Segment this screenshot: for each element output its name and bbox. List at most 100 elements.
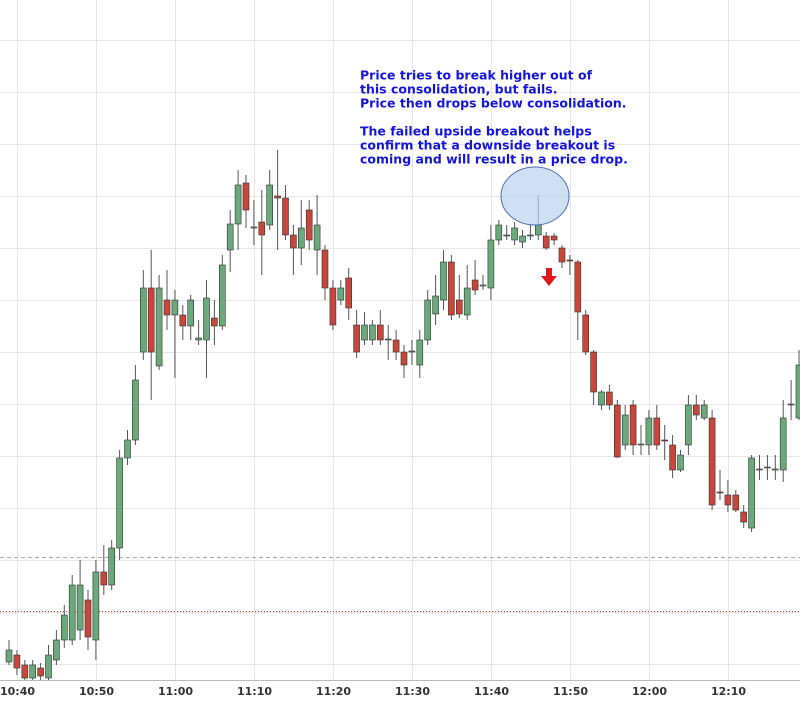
candle-body [479, 284, 487, 287]
candle-body [76, 584, 84, 631]
candle-body [645, 417, 653, 446]
candle-body [566, 259, 574, 262]
candle-body [708, 417, 716, 506]
candles [5, 150, 800, 680]
candle-body [211, 317, 218, 327]
grid [0, 0, 800, 680]
candle-body [242, 182, 250, 211]
candle-body [637, 443, 645, 446]
candle-body [653, 417, 661, 446]
x-tick-label: 11:40 [474, 685, 509, 698]
candle-body [432, 295, 439, 315]
candle-body [463, 287, 471, 316]
candle-body [416, 339, 424, 366]
down-arrow [541, 268, 557, 286]
candle-body [748, 457, 755, 529]
candle-body [574, 261, 582, 313]
candle-body [282, 197, 289, 236]
x-tick-label: 11:50 [553, 685, 588, 698]
candle-body [21, 664, 29, 679]
candle-body [471, 279, 479, 291]
candle-body [400, 351, 408, 366]
candle-body [353, 324, 360, 353]
candle-body [527, 234, 534, 237]
x-tick-label: 11:20 [316, 685, 351, 698]
annotation-line: Price tries to break higher out of [360, 68, 593, 83]
candle-body [424, 299, 432, 341]
candle-body [542, 235, 550, 249]
candle-body [361, 324, 368, 341]
candle-body [297, 227, 305, 249]
candle-body [337, 287, 345, 301]
candle-body [613, 404, 621, 458]
candle-body [329, 287, 337, 326]
candle-body [692, 404, 700, 416]
candle-body [590, 351, 597, 393]
x-tick-label: 12:00 [632, 685, 667, 698]
candle-body [45, 654, 52, 679]
candle-body [685, 404, 692, 446]
candle-body [629, 404, 637, 446]
candle-body [669, 444, 676, 471]
candle-body [724, 494, 732, 506]
candle-body [84, 599, 92, 638]
candle-body [124, 439, 131, 459]
candle-body [771, 468, 779, 471]
candle-body [779, 417, 787, 471]
candle-body [392, 339, 400, 353]
highlight-ellipse [500, 166, 570, 226]
candle-body [376, 324, 384, 341]
candle-body [187, 299, 194, 327]
candle-body [116, 457, 123, 549]
candle-body [60, 614, 68, 641]
candle-body [274, 195, 281, 199]
candle-body [100, 571, 108, 586]
candle-body [519, 235, 526, 243]
candle-body [677, 454, 684, 471]
annotation-line: confirm that a downside breakout is [360, 138, 615, 153]
candle-body [764, 466, 771, 469]
candle-body [732, 494, 740, 511]
candle-body [534, 224, 542, 236]
candle-body [384, 338, 392, 341]
candle-body [132, 379, 139, 441]
x-tick-label: 11:10 [237, 685, 272, 698]
candle-body [179, 314, 187, 327]
candle-body [756, 468, 763, 471]
candle-body [440, 261, 447, 301]
candle-body [740, 511, 748, 523]
candle-body [234, 184, 242, 225]
candle-body [203, 297, 210, 341]
candle-body [313, 224, 321, 251]
annotation-line: Price then drops below consolidation. [360, 96, 626, 111]
candle-body [700, 404, 708, 419]
candle-body [53, 639, 60, 661]
candle-body [155, 287, 163, 367]
candle-body [163, 299, 171, 316]
candle-body [29, 664, 37, 679]
candle-body [582, 314, 590, 353]
candle-body [487, 239, 495, 289]
candle-body [5, 649, 13, 663]
candle-body [606, 391, 613, 406]
x-tick-label: 12:10 [711, 685, 746, 698]
candle-body [250, 226, 258, 229]
annotation-line: coming and will result in a price drop. [360, 152, 628, 167]
x-tick-label: 10:50 [79, 685, 114, 698]
candle-body [369, 324, 376, 341]
candle-body [305, 209, 313, 241]
x-tick-label: 11:30 [395, 685, 430, 698]
candle-body [448, 261, 455, 316]
candle-body [171, 299, 179, 316]
candle-body [219, 264, 226, 327]
x-tick-label: 11:00 [158, 685, 193, 698]
x-tick-label: 10:40 [0, 685, 35, 698]
candle-body [511, 227, 518, 241]
candle-body [495, 224, 503, 241]
candle-body [140, 287, 147, 353]
candle-body [195, 337, 202, 341]
